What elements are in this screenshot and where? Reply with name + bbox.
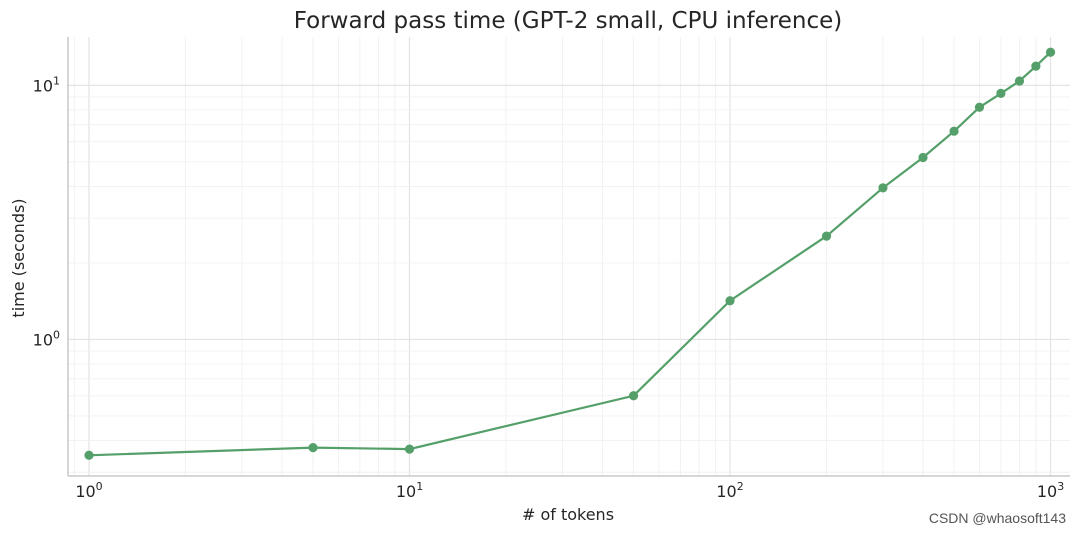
- data-point: [918, 152, 928, 163]
- data-point: [1014, 76, 1025, 86]
- x-tick-label: 102: [716, 480, 743, 501]
- data-point: [996, 88, 1006, 98]
- data-point: [974, 102, 985, 112]
- x-tick-labels: 100 101 102 103: [75, 480, 1064, 501]
- x-tick-label: 101: [396, 480, 423, 501]
- watermark: CSDN @whaosoft143: [928, 510, 1066, 526]
- y-tick-labels: 100 101: [33, 74, 60, 349]
- x-axis-label: # of tokens: [522, 505, 614, 524]
- data-point: [84, 450, 94, 460]
- chart-title: Forward pass time (GPT-2 small, CPU infe…: [294, 8, 843, 34]
- data-point: [1031, 61, 1041, 71]
- data-point: [308, 443, 318, 453]
- x-tick-label: 103: [1037, 480, 1064, 501]
- data-point: [628, 391, 639, 401]
- data-point: [878, 183, 888, 193]
- series-line: [88, 51, 1052, 457]
- series-points: [84, 47, 1056, 460]
- y-axis-label: time (seconds): [9, 198, 28, 317]
- data-point: [725, 296, 735, 306]
- data-point: [1045, 47, 1056, 57]
- data-point: [821, 231, 832, 241]
- y-tick-label: 101: [33, 74, 60, 95]
- y-tick-label: 100: [33, 328, 60, 349]
- data-point: [404, 444, 415, 454]
- data-point: [949, 126, 959, 136]
- x-tick-label: 100: [75, 480, 102, 501]
